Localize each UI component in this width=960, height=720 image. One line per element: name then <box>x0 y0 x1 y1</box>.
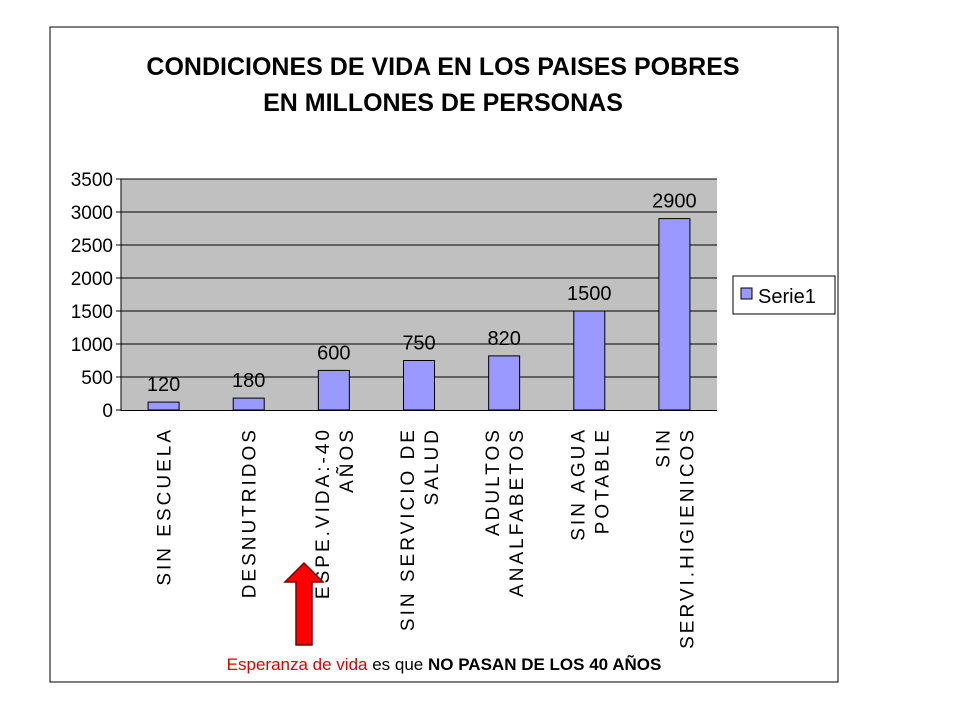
category-label: SIN <box>653 427 674 468</box>
y-tick-label: 500 <box>81 368 113 389</box>
category-label: SALUD <box>422 427 443 505</box>
bar <box>488 355 521 411</box>
category-label: ANALFABETOS <box>507 427 528 597</box>
category-label: SIN SERVICIO DE <box>398 427 419 631</box>
annotation-highlight: Esperanza de vida <box>226 655 368 674</box>
data-label: 120 <box>147 374 180 396</box>
data-label: 180 <box>232 370 265 392</box>
data-label: 820 <box>487 328 520 350</box>
y-tick-label: 1500 <box>71 302 113 323</box>
y-tick-label: 3500 <box>71 170 113 191</box>
category-label: SIN AGUA <box>568 427 589 541</box>
category-label: AÑOS <box>336 427 358 493</box>
category-labels: SIN ESCUELA DESNUTRIDOS ESPE.VIDA:-40 AÑOS S… <box>155 427 699 649</box>
data-label: 2900 <box>652 191 697 213</box>
annotation-connector: es que <box>367 655 428 674</box>
red-arrow-icon <box>283 561 325 646</box>
category-label: SERVI.HIGIENICOS <box>677 427 698 649</box>
y-tick-label: 0 <box>102 401 113 422</box>
y-tick-label: 1000 <box>71 335 113 356</box>
bar <box>403 360 435 411</box>
bar <box>317 369 350 411</box>
data-label: 750 <box>402 333 435 355</box>
chart-title-line2: EN MILLONES DE PERSONAS <box>263 89 623 117</box>
category-label: ADULTOS <box>483 427 504 536</box>
annotation-text: Esperanza de vida es que NO PASAN DE LOS… <box>50 655 838 675</box>
category-label: ESPE.VIDA:-40 <box>313 427 334 599</box>
y-tick-label: 2500 <box>71 236 113 257</box>
category-label: DESNUTRIDOS <box>240 427 261 598</box>
y-tick-label: 2000 <box>71 269 113 290</box>
data-labels: 120 180 600 750 820 1500 2900 <box>147 191 697 396</box>
bar <box>658 218 691 411</box>
annotation-emphasis: NO PASAN DE LOS 40 AÑOS <box>428 655 662 674</box>
data-label: 1500 <box>567 283 612 305</box>
legend: Serie1 <box>732 275 836 315</box>
y-axis-ticks: 0 500 1000 1500 2000 2500 3000 3500 <box>71 170 121 422</box>
bar <box>573 310 606 411</box>
category-label: POTABLE <box>592 427 613 534</box>
y-tick-label: 3000 <box>71 203 113 224</box>
category-label: SIN ESCUELA <box>155 427 176 586</box>
chart-title-line1: CONDICIONES DE VIDA EN LOS PAISES POBRES <box>146 53 739 81</box>
bars <box>147 218 691 411</box>
data-label: 600 <box>317 342 350 364</box>
bar <box>232 397 265 411</box>
bar <box>147 401 180 411</box>
legend-label: Serie1 <box>758 286 816 308</box>
legend-swatch <box>740 287 753 300</box>
gridlines <box>121 178 717 378</box>
